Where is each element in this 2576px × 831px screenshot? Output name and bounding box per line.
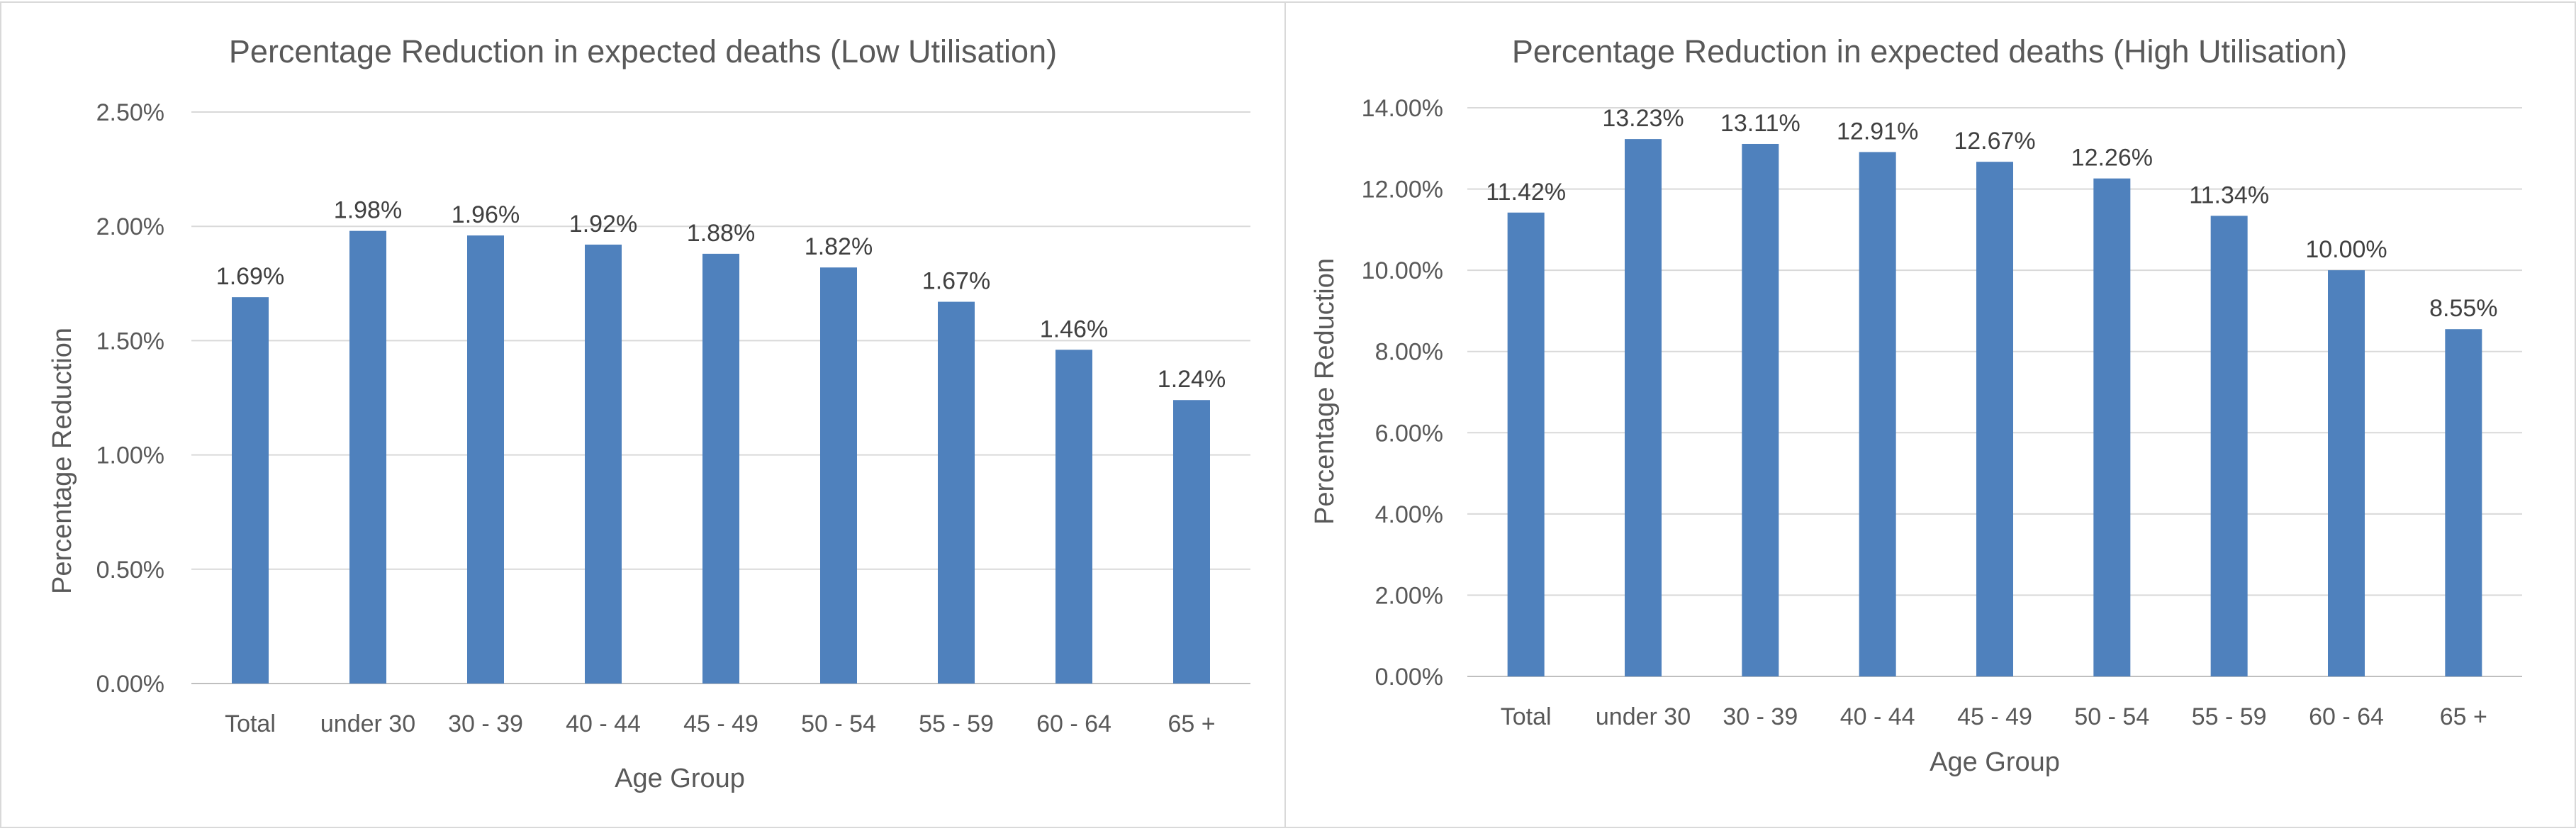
x-tick-label: 30 - 39 — [448, 710, 523, 737]
x-tick-label: 55 - 59 — [2192, 703, 2267, 730]
y-tick-label: 4.00% — [1375, 501, 1443, 528]
data-label: 1.82% — [805, 233, 873, 260]
x-axis-label: Age Group — [1930, 747, 2060, 777]
data-label: 1.67% — [922, 268, 990, 295]
y-axis-label: Percentage Reduction — [47, 328, 77, 594]
x-tick-label: 30 - 39 — [1723, 703, 1798, 730]
y-tick-label: 8.00% — [1375, 339, 1443, 366]
x-tick-label: 55 - 59 — [919, 710, 994, 737]
data-label: 8.55% — [2429, 295, 2497, 322]
x-tick-label: 60 - 64 — [1036, 710, 1111, 737]
x-tick-label: 65 + — [2440, 703, 2487, 730]
x-tick-label: 40 - 44 — [1840, 703, 1915, 730]
data-label: 1.98% — [334, 197, 402, 224]
bar — [1742, 143, 1779, 677]
x-tick-label: under 30 — [320, 710, 415, 737]
bar — [585, 244, 622, 684]
y-tick-label: 0.50% — [96, 557, 164, 584]
x-tick-label: 65 + — [1167, 710, 1215, 737]
x-axis-label: Age Group — [615, 764, 745, 793]
bar — [1507, 212, 1545, 677]
data-label: 11.42% — [1486, 179, 1566, 206]
x-tick-label: 50 - 54 — [801, 710, 876, 737]
y-tick-label: 10.00% — [1362, 257, 1443, 284]
bar — [349, 230, 386, 684]
bar — [2210, 216, 2248, 676]
y-tick-label: 2.50% — [96, 99, 164, 126]
y-tick-label: 0.00% — [96, 671, 164, 698]
y-tick-label: 14.00% — [1362, 95, 1443, 122]
y-tick-label: 6.00% — [1375, 420, 1443, 447]
bar — [232, 297, 269, 684]
y-tick-label: 2.00% — [1375, 582, 1443, 609]
bar — [1625, 139, 1662, 677]
data-label: 13.11% — [1720, 110, 1801, 137]
data-label: 10.00% — [2305, 236, 2387, 263]
data-label: 12.67% — [1954, 128, 2035, 155]
data-label: 12.26% — [2071, 145, 2153, 172]
data-label: 1.46% — [1040, 316, 1108, 342]
y-tick-label: 0.00% — [1375, 664, 1443, 691]
bar — [820, 267, 857, 684]
y-tick-label: 2.00% — [96, 213, 164, 240]
x-tick-label: 45 - 49 — [683, 710, 758, 737]
data-label: 12.91% — [1837, 118, 1918, 145]
bar — [1859, 152, 1896, 677]
high-utilisation-chart: Percentage Reduction in expected deaths … — [1310, 33, 2522, 777]
bar — [938, 301, 975, 684]
chart-panel-high-utilisation: Percentage Reduction in expected deaths … — [1284, 1, 2576, 828]
x-tick-label: 60 - 64 — [2309, 703, 2384, 730]
bar — [1173, 400, 1210, 684]
data-label: 1.88% — [687, 220, 755, 247]
data-label: 11.34% — [2189, 182, 2269, 208]
bar — [1976, 162, 2013, 676]
data-label: 1.69% — [216, 263, 284, 290]
y-tick-label: 1.00% — [96, 442, 164, 469]
y-axis-label: Percentage Reduction — [1310, 258, 1340, 525]
y-tick-label: 1.50% — [96, 328, 164, 355]
bar — [702, 253, 739, 684]
chart-title: Percentage Reduction in expected deaths … — [1512, 33, 2347, 69]
low-utilisation-chart: Percentage Reduction in expected deaths … — [47, 33, 1250, 793]
chart-panel-low-utilisation: Percentage Reduction in expected deaths … — [0, 1, 1286, 828]
x-tick-label: 45 - 49 — [1957, 703, 2032, 730]
data-label: 1.92% — [569, 211, 637, 238]
x-tick-label: under 30 — [1596, 703, 1691, 730]
bar — [2328, 270, 2365, 677]
bar — [2445, 329, 2482, 676]
y-tick-label: 12.00% — [1362, 177, 1443, 203]
data-label: 1.96% — [452, 201, 520, 228]
x-tick-label: 50 - 54 — [2074, 703, 2149, 730]
bar — [467, 235, 504, 684]
data-label: 13.23% — [1602, 105, 1684, 132]
chart-title: Percentage Reduction in expected deaths … — [229, 33, 1057, 69]
x-tick-label: Total — [1501, 703, 1552, 730]
x-tick-label: 40 - 44 — [566, 710, 641, 737]
bar — [1055, 350, 1092, 684]
data-label: 1.24% — [1158, 366, 1226, 393]
bar — [2093, 178, 2131, 677]
x-tick-label: Total — [225, 710, 276, 737]
